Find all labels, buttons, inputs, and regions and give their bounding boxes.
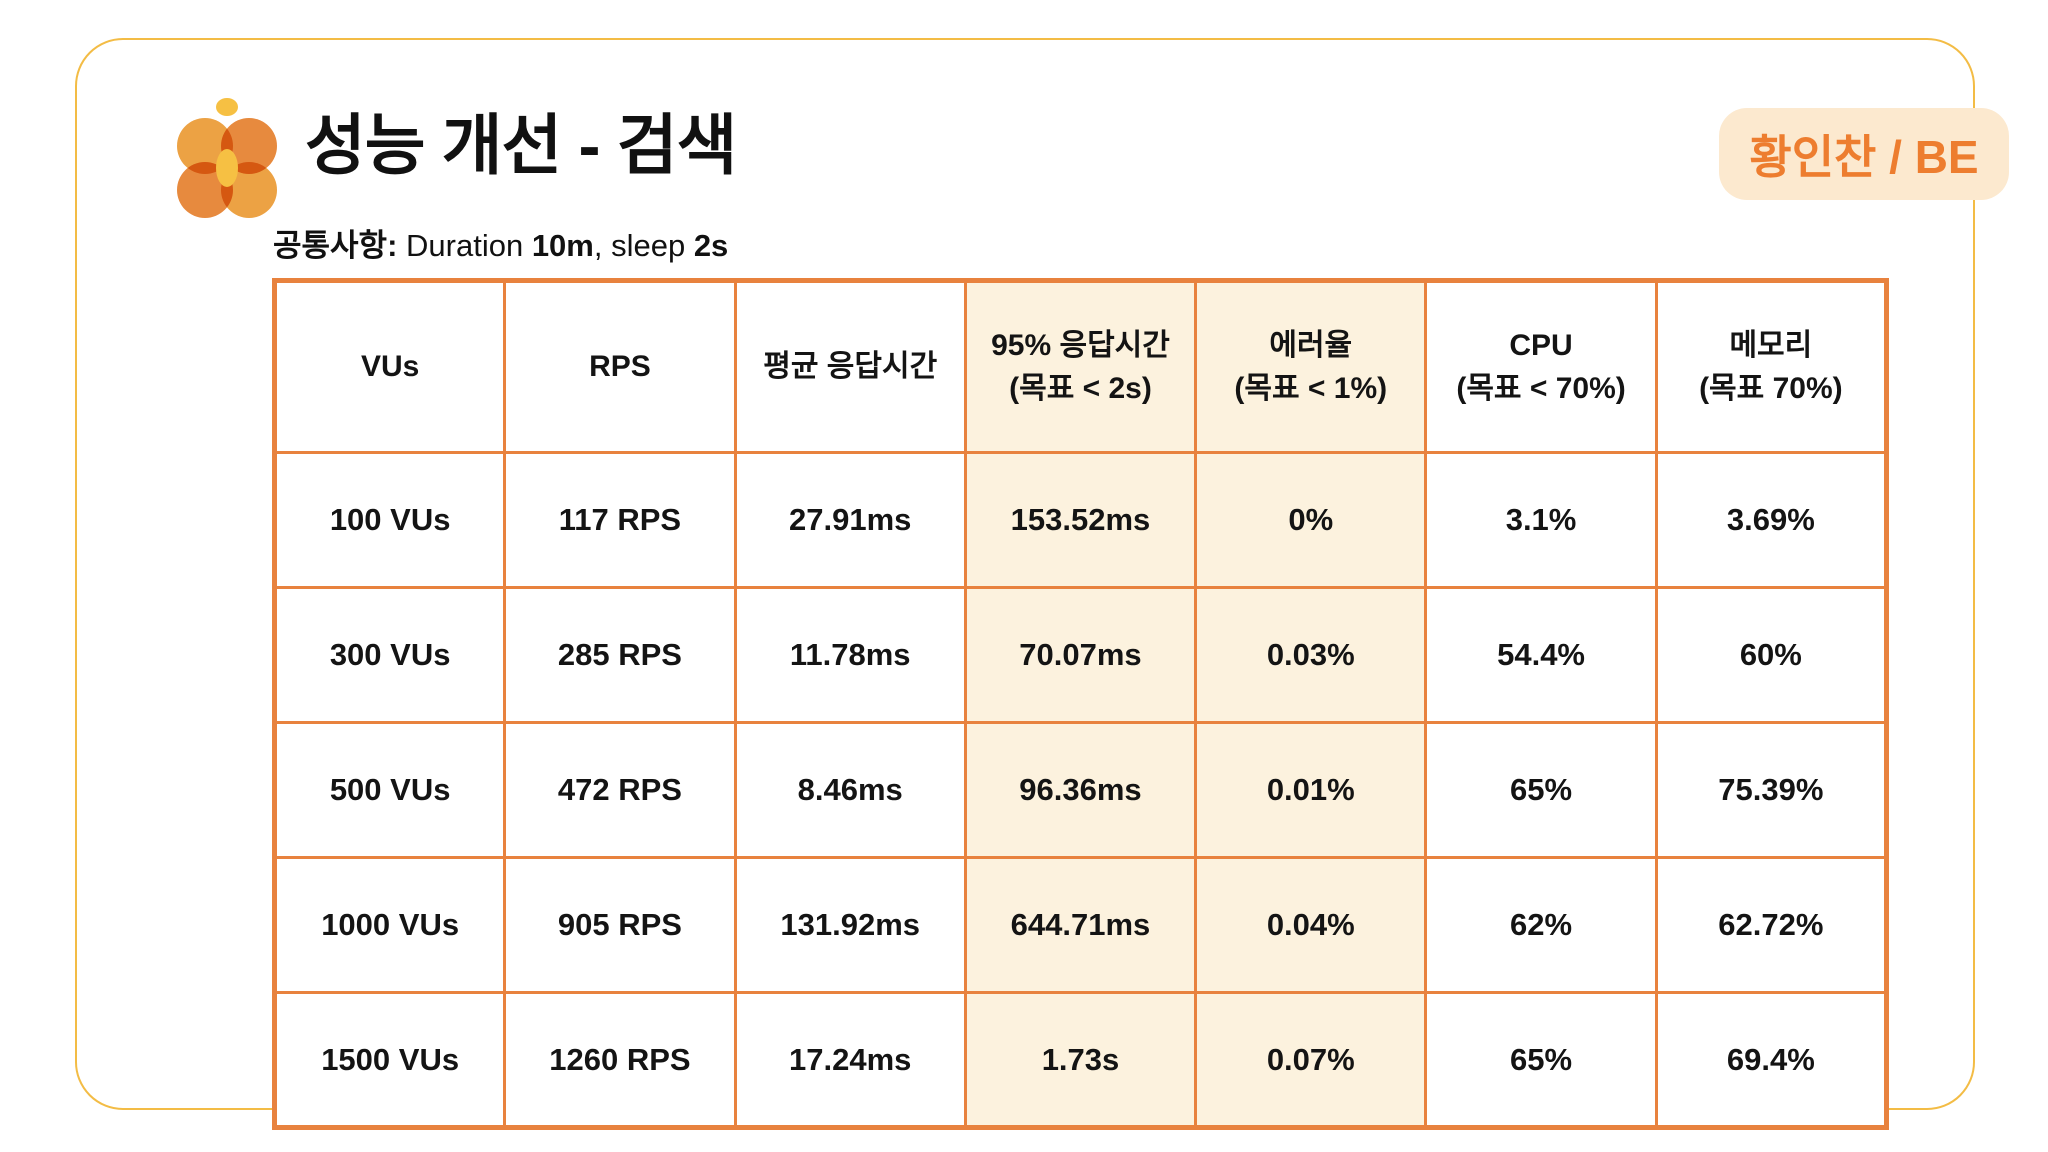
table-cell: 54.4% bbox=[1424, 586, 1658, 724]
table-cell: 153.52ms bbox=[963, 451, 1198, 589]
table-cell: 905 RPS bbox=[503, 856, 737, 994]
table-cell: 0.03% bbox=[1194, 586, 1428, 724]
page-title: 성능 개선 - 검색 bbox=[305, 108, 737, 182]
column-header-rps: RPS bbox=[503, 279, 737, 454]
table-cell: 65% bbox=[1424, 991, 1658, 1129]
badge-label: 황인찬 / BE bbox=[1749, 131, 1979, 183]
table-cell: 17.24ms bbox=[733, 991, 967, 1129]
table-cell: 8.46ms bbox=[733, 721, 967, 859]
table-cell: 300 VUs bbox=[272, 586, 507, 724]
column-header-memory: 메모리 (목표 70%) bbox=[1654, 279, 1889, 454]
table-cell: 3.1% bbox=[1424, 451, 1658, 589]
table-row: 1000 VUs 905 RPS 131.92ms 644.71ms 0.04%… bbox=[272, 856, 1889, 994]
table-cell: 60% bbox=[1654, 586, 1889, 724]
table-cell: 96.36ms bbox=[963, 721, 1198, 859]
table-cell: 472 RPS bbox=[503, 721, 737, 859]
column-header-cpu: CPU (목표 < 70%) bbox=[1424, 279, 1658, 454]
author-role-badge: 황인찬 / BE bbox=[1719, 108, 2009, 200]
subtitle-label: 공통사항: bbox=[273, 228, 398, 263]
table-cell: 65% bbox=[1424, 721, 1658, 859]
subtitle-text: , sleep bbox=[593, 228, 694, 263]
table-cell: 117 RPS bbox=[503, 451, 737, 589]
slide-frame: 성능 개선 - 검색 황인찬 / BE 공통사항: Duration 10m, … bbox=[75, 38, 2009, 1130]
table-cell: 0.04% bbox=[1194, 856, 1428, 994]
table-cell: 11.78ms bbox=[733, 586, 967, 724]
table-cell: 1260 RPS bbox=[503, 991, 737, 1129]
table-cell: 100 VUs bbox=[272, 451, 507, 589]
header-row: VUs RPS 평균 응답시간 95% 응답시간 (목표 < 2s) 에러율 bbox=[272, 279, 1889, 454]
table-cell: 70.07ms bbox=[963, 586, 1198, 724]
table-cell: 69.4% bbox=[1654, 991, 1889, 1129]
subtitle-duration-value: 10m bbox=[531, 228, 594, 263]
table-header: VUs RPS 평균 응답시간 95% 응답시간 (목표 < 2s) 에러율 bbox=[272, 279, 1889, 454]
subtitle-text: Duration bbox=[397, 228, 532, 263]
column-header-p95-response: 95% 응답시간 (목표 < 2s) bbox=[963, 279, 1198, 454]
table-row: 100 VUs 117 RPS 27.91ms 153.52ms 0% 3.1%… bbox=[272, 451, 1889, 589]
table-cell: 644.71ms bbox=[963, 856, 1198, 994]
table-cell: 62% bbox=[1424, 856, 1658, 994]
table-cell: 3.69% bbox=[1654, 451, 1889, 589]
table-cell: 0% bbox=[1194, 451, 1428, 589]
common-conditions-text: 공통사항: Duration 10m, sleep 2s bbox=[273, 220, 728, 265]
table-cell: 62.72% bbox=[1654, 856, 1889, 994]
table-cell: 1000 VUs bbox=[272, 856, 507, 994]
table-cell: 1500 VUs bbox=[272, 991, 507, 1129]
performance-table: VUs RPS 평균 응답시간 95% 응답시간 (목표 < 2s) 에러율 bbox=[272, 278, 1889, 1130]
table-row: 1500 VUs 1260 RPS 17.24ms 1.73s 0.07% 65… bbox=[272, 991, 1889, 1129]
column-header-avg-response: 평균 응답시간 bbox=[733, 279, 967, 454]
column-header-error-rate: 에러율 (목표 < 1%) bbox=[1194, 279, 1428, 454]
table-cell: 1.73s bbox=[963, 991, 1198, 1129]
table-cell: 285 RPS bbox=[503, 586, 737, 724]
table-body: 100 VUs 117 RPS 27.91ms 153.52ms 0% 3.1%… bbox=[272, 451, 1889, 1129]
table-cell: 0.01% bbox=[1194, 721, 1428, 859]
column-header-vus: VUs bbox=[272, 279, 507, 454]
table-cell: 27.91ms bbox=[733, 451, 967, 589]
table-row: 500 VUs 472 RPS 8.46ms 96.36ms 0.01% 65%… bbox=[272, 721, 1889, 859]
flower-logo-icon bbox=[165, 90, 289, 222]
table-cell: 500 VUs bbox=[272, 721, 507, 859]
table-cell: 75.39% bbox=[1654, 721, 1889, 859]
table-cell: 131.92ms bbox=[733, 856, 967, 994]
subtitle-sleep-value: 2s bbox=[693, 228, 729, 263]
table-cell: 0.07% bbox=[1194, 991, 1428, 1129]
table-row: 300 VUs 285 RPS 11.78ms 70.07ms 0.03% 54… bbox=[272, 586, 1889, 724]
